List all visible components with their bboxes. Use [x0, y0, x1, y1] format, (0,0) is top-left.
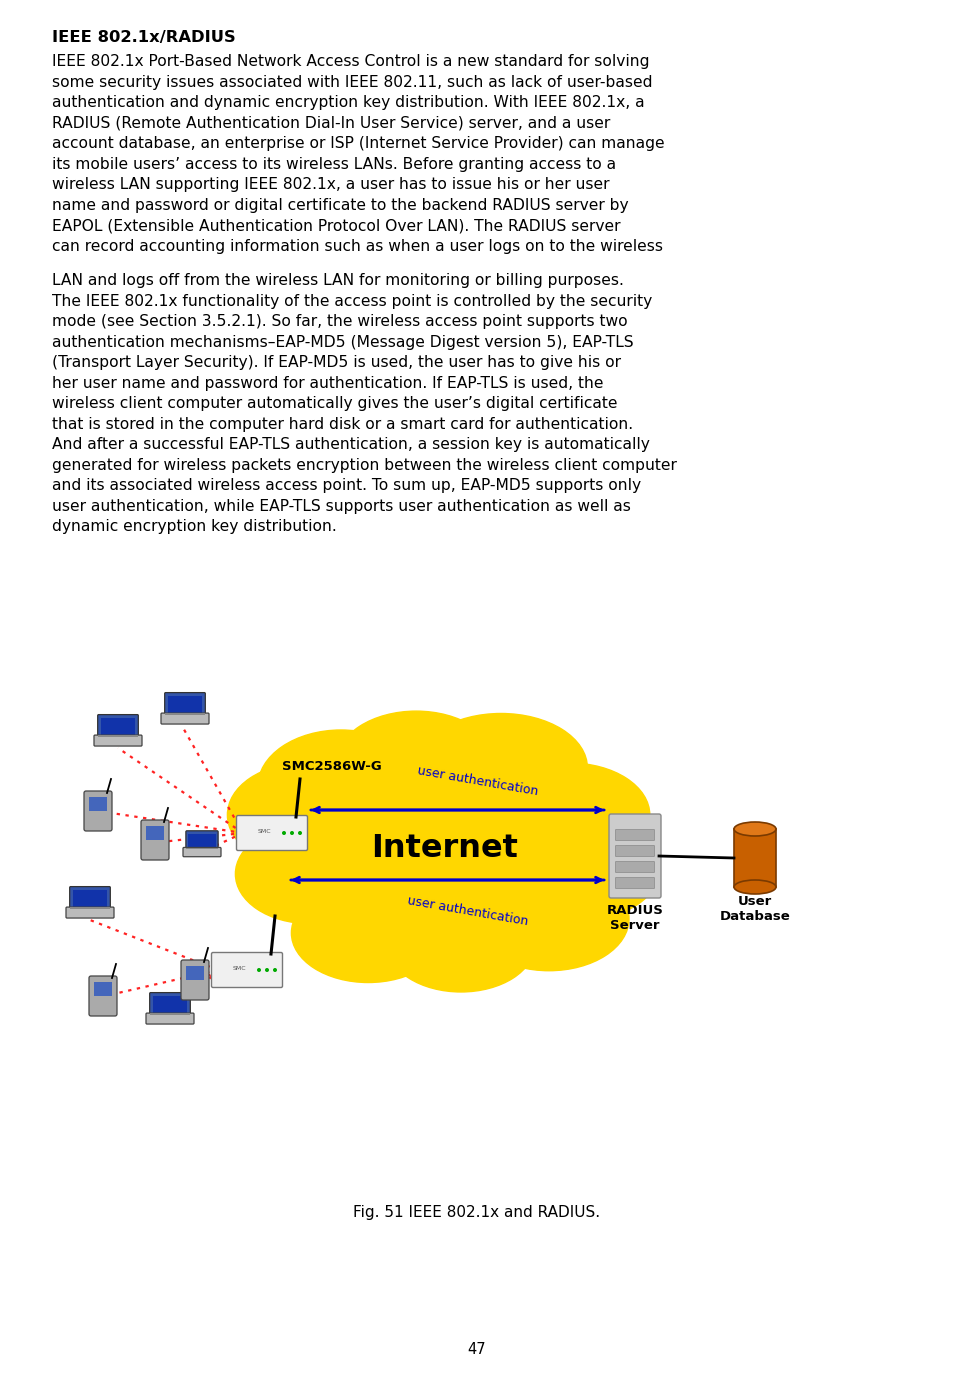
Ellipse shape	[265, 967, 269, 972]
FancyBboxPatch shape	[615, 845, 654, 856]
Text: SMC: SMC	[232, 966, 246, 970]
Text: IEEE 802.1x Port-Based Network Access Control is a new standard for solving: IEEE 802.1x Port-Based Network Access Co…	[52, 54, 649, 69]
FancyBboxPatch shape	[615, 877, 654, 888]
Ellipse shape	[733, 880, 775, 894]
FancyBboxPatch shape	[66, 908, 113, 917]
FancyBboxPatch shape	[72, 890, 108, 906]
FancyBboxPatch shape	[94, 736, 142, 745]
Ellipse shape	[733, 822, 775, 836]
Text: EAPOL (Extensible Authentication Protocol Over LAN). The RADIUS server: EAPOL (Extensible Authentication Protoco…	[52, 218, 619, 233]
Ellipse shape	[290, 831, 294, 836]
FancyBboxPatch shape	[165, 693, 205, 715]
FancyBboxPatch shape	[181, 960, 209, 999]
Text: her user name and password for authentication. If EAP-TLS is used, the: her user name and password for authentic…	[52, 376, 603, 390]
Bar	[733, 829, 775, 887]
Ellipse shape	[256, 967, 261, 972]
FancyBboxPatch shape	[146, 1013, 193, 1024]
Ellipse shape	[415, 713, 587, 822]
Text: RADIUS
Server: RADIUS Server	[606, 904, 662, 931]
Ellipse shape	[469, 868, 628, 970]
Ellipse shape	[273, 967, 276, 972]
FancyBboxPatch shape	[161, 713, 209, 725]
Text: RADIUS (Remote Authentication Dial-In User Service) server, and a user: RADIUS (Remote Authentication Dial-In Us…	[52, 115, 610, 130]
Text: authentication mechanisms–EAP-MD5 (Message Digest version 5), EAP-TLS: authentication mechanisms–EAP-MD5 (Messa…	[52, 335, 633, 350]
FancyBboxPatch shape	[186, 831, 218, 849]
Ellipse shape	[387, 898, 534, 992]
Text: (Transport Layer Security). If EAP-MD5 is used, the user has to give his or: (Transport Layer Security). If EAP-MD5 i…	[52, 355, 620, 371]
Text: some security issues associated with IEEE 802.11, such as lack of user-based: some security issues associated with IEE…	[52, 75, 652, 89]
Text: LAN and logs off from the wireless LAN for monitoring or billing purposes.: LAN and logs off from the wireless LAN f…	[52, 273, 623, 287]
FancyBboxPatch shape	[615, 830, 654, 841]
FancyBboxPatch shape	[608, 813, 660, 898]
Text: authentication and dynamic encryption key distribution. With IEEE 802.1x, a: authentication and dynamic encryption ke…	[52, 94, 644, 110]
FancyBboxPatch shape	[152, 997, 188, 1013]
Text: The IEEE 802.1x functionality of the access point is controlled by the security: The IEEE 802.1x functionality of the acc…	[52, 293, 652, 308]
Ellipse shape	[297, 831, 302, 836]
Ellipse shape	[291, 883, 444, 983]
FancyBboxPatch shape	[141, 820, 169, 861]
FancyBboxPatch shape	[212, 952, 282, 987]
Text: that is stored in the computer hard disk or a smart card for authentication.: that is stored in the computer hard disk…	[52, 416, 633, 432]
Ellipse shape	[285, 730, 604, 966]
Ellipse shape	[282, 831, 286, 836]
Ellipse shape	[235, 824, 382, 923]
Text: IEEE 802.1x/RADIUS: IEEE 802.1x/RADIUS	[52, 31, 235, 44]
Text: name and password or digital certificate to the backend RADIUS server by: name and password or digital certificate…	[52, 197, 628, 212]
Text: SMC2586W-G: SMC2586W-G	[282, 761, 381, 773]
Text: its mobile users’ access to its wireless LANs. Before granting access to a: its mobile users’ access to its wireless…	[52, 157, 616, 172]
Text: user authentication: user authentication	[416, 763, 538, 798]
Text: Internet: Internet	[371, 833, 517, 863]
Text: and its associated wireless access point. To sum up, EAP-MD5 supports only: and its associated wireless access point…	[52, 477, 640, 493]
Text: User
Database: User Database	[719, 895, 789, 923]
FancyBboxPatch shape	[236, 816, 307, 851]
FancyBboxPatch shape	[183, 848, 221, 856]
Text: mode (see Section 3.5.2.1). So far, the wireless access point supports two: mode (see Section 3.5.2.1). So far, the …	[52, 314, 627, 329]
Text: And after a successful EAP-TLS authentication, a session key is automatically: And after a successful EAP-TLS authentic…	[52, 437, 649, 452]
Bar	[186, 966, 204, 980]
Ellipse shape	[512, 820, 659, 919]
Ellipse shape	[489, 763, 649, 868]
Text: user authentication: user authentication	[406, 894, 528, 929]
Bar	[94, 981, 112, 997]
Text: account database, an enterprise or ISP (Internet Service Provider) can manage: account database, an enterprise or ISP (…	[52, 136, 664, 151]
Text: can record accounting information such as when a user logs on to the wireless: can record accounting information such a…	[52, 239, 662, 254]
Text: 47: 47	[467, 1342, 486, 1357]
Text: generated for wireless packets encryption between the wireless client computer: generated for wireless packets encryptio…	[52, 458, 677, 472]
FancyBboxPatch shape	[188, 834, 215, 848]
Bar	[89, 797, 107, 811]
FancyBboxPatch shape	[615, 862, 654, 873]
FancyBboxPatch shape	[70, 887, 111, 909]
Text: wireless client computer automatically gives the user’s digital certificate: wireless client computer automatically g…	[52, 396, 617, 411]
FancyBboxPatch shape	[168, 697, 202, 713]
Ellipse shape	[257, 730, 424, 844]
FancyBboxPatch shape	[100, 718, 135, 734]
FancyBboxPatch shape	[150, 992, 190, 1016]
Bar	[146, 826, 164, 840]
Text: wireless LAN supporting IEEE 802.1x, a user has to issue his or her user: wireless LAN supporting IEEE 802.1x, a u…	[52, 178, 609, 192]
FancyBboxPatch shape	[84, 791, 112, 831]
Ellipse shape	[335, 711, 496, 815]
FancyBboxPatch shape	[97, 715, 138, 737]
Ellipse shape	[227, 763, 380, 868]
Text: dynamic encryption key distribution.: dynamic encryption key distribution.	[52, 519, 336, 534]
FancyBboxPatch shape	[89, 976, 117, 1016]
Text: user authentication, while EAP-TLS supports user authentication as well as: user authentication, while EAP-TLS suppo…	[52, 498, 630, 514]
Text: Fig. 51 IEEE 802.1x and RADIUS.: Fig. 51 IEEE 802.1x and RADIUS.	[353, 1206, 600, 1220]
Text: SMC: SMC	[257, 829, 271, 834]
